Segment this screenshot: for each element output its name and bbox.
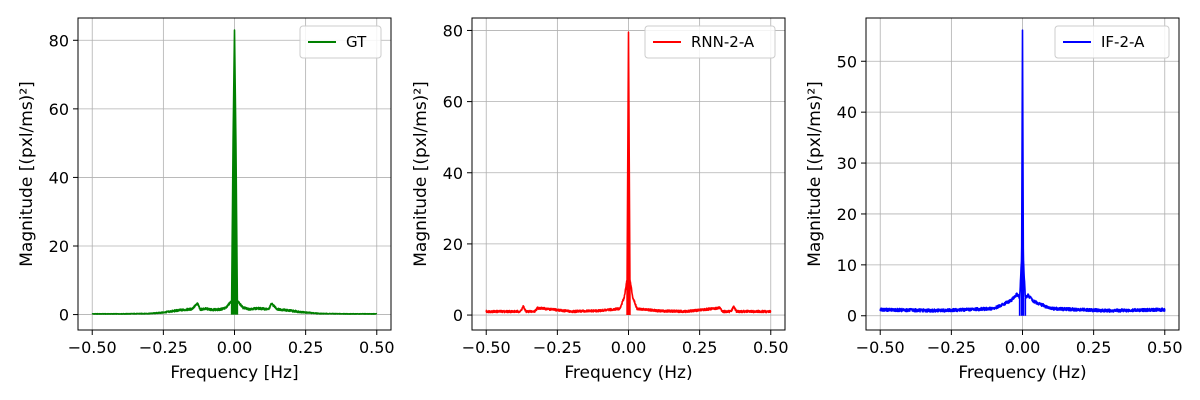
x-tick-label-0: −0.50 <box>68 338 117 357</box>
y-tick-label-5: 50 <box>837 52 857 71</box>
x-tick-label-2: 0.00 <box>611 338 647 357</box>
y-tick-label-1: 20 <box>49 237 69 256</box>
legend-box <box>1054 25 1170 59</box>
y-axis-label: Magnitude [(pxl/ms)²] <box>411 81 431 267</box>
y-tick-label-4: 80 <box>443 21 463 40</box>
legend-label: IF-2-A <box>1101 33 1145 51</box>
series-line-rnn-2-a <box>485 31 772 316</box>
x-axis-label: Frequency (Hz) <box>564 363 692 383</box>
x-tick-label-3: 0.25 <box>1076 338 1112 357</box>
series-line-if-2-a <box>879 29 1166 316</box>
series-line-gt <box>91 29 378 315</box>
y-tick-label-1: 10 <box>837 256 857 275</box>
x-tick-label-1: −0.25 <box>927 338 976 357</box>
y-tick-label-0: 0 <box>59 306 69 325</box>
x-axis-label: Frequency [Hz] <box>170 363 298 383</box>
y-tick-label-3: 30 <box>837 154 857 173</box>
x-tick-label-4: 0.50 <box>1147 338 1183 357</box>
x-tick-label-3: 0.25 <box>682 338 718 357</box>
x-tick-label-0: −0.50 <box>856 338 905 357</box>
x-tick-label-0: −0.50 <box>462 338 511 357</box>
legend: RNN-2-A <box>644 25 776 59</box>
legend: GT <box>299 25 382 59</box>
y-tick-label-0: 0 <box>847 307 857 326</box>
y-tick-label-2: 40 <box>443 164 463 183</box>
legend-box <box>644 25 776 59</box>
y-tick-label-3: 60 <box>443 93 463 112</box>
x-tick-label-2: 0.00 <box>217 338 253 357</box>
y-tick-label-0: 0 <box>453 306 463 325</box>
y-tick-label-2: 40 <box>49 168 69 187</box>
y-axis-label: Magnitude [(pxl/ms)²] <box>805 81 825 267</box>
y-tick-label-1: 20 <box>443 235 463 254</box>
y-tick-label-2: 20 <box>837 205 857 224</box>
legend-label: GT <box>346 33 367 51</box>
legend-box <box>299 25 382 59</box>
y-tick-label-4: 80 <box>49 31 69 50</box>
grid <box>472 18 785 330</box>
if-2-a-spectrum-chart: IF-2-A −0.50 −0.25 0.00 0.25 0.50 0 10 20 30 40 50 F… <box>805 17 1183 383</box>
x-tick-label-3: 0.25 <box>288 338 324 357</box>
legend: IF-2-A <box>1054 25 1170 59</box>
x-tick-label-4: 0.50 <box>753 338 789 357</box>
x-tick-label-1: −0.25 <box>139 338 188 357</box>
x-axis-label: Frequency (Hz) <box>958 363 1086 383</box>
x-tick-label-1: −0.25 <box>533 338 582 357</box>
rnn-2-a-spectrum-chart: RNN-2-A −0.50 −0.25 0.00 0.25 0.50 0 20 40 60 80 Fr… <box>411 17 789 383</box>
legend-label: RNN-2-A <box>691 33 755 51</box>
x-tick-label-2: 0.00 <box>1005 338 1041 357</box>
x-tick-label-4: 0.50 <box>359 338 395 357</box>
gt-spectrum-chart: GT −0.50 −0.25 0.00 0.25 0.50 0 20 40 60 80 Frequen… <box>17 17 395 383</box>
y-tick-label-4: 40 <box>837 103 857 122</box>
y-axis-label: Magnitude [(pxl/ms)²] <box>17 81 37 267</box>
y-tick-label-3: 60 <box>49 100 69 119</box>
